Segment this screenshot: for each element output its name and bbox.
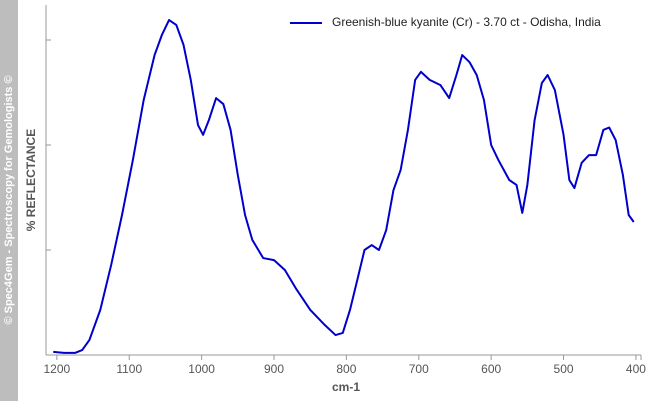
x-tick-label: 1000 — [188, 362, 215, 376]
x-axis-label: cm-1 — [332, 380, 360, 394]
x-tick-label: 600 — [481, 362, 501, 376]
x-tick-label: 800 — [336, 362, 356, 376]
x-tick-label: 1100 — [116, 362, 142, 376]
y-axis-label: % REFLECTANCE — [24, 129, 38, 231]
legend-label: Greenish-blue kyanite (Cr) - 3.70 ct - O… — [332, 15, 601, 29]
x-tick-label: 700 — [409, 362, 429, 376]
x-tick-label: 900 — [264, 362, 284, 376]
sidebar — [0, 0, 18, 401]
watermark: © Spec4Gem - Spectroscopy for Gemologist… — [3, 75, 15, 324]
x-tick-label: 500 — [554, 362, 574, 376]
x-tick-label: 400 — [626, 362, 646, 376]
x-tick-label: 1200 — [44, 362, 71, 376]
spectrum-line — [53, 19, 635, 354]
